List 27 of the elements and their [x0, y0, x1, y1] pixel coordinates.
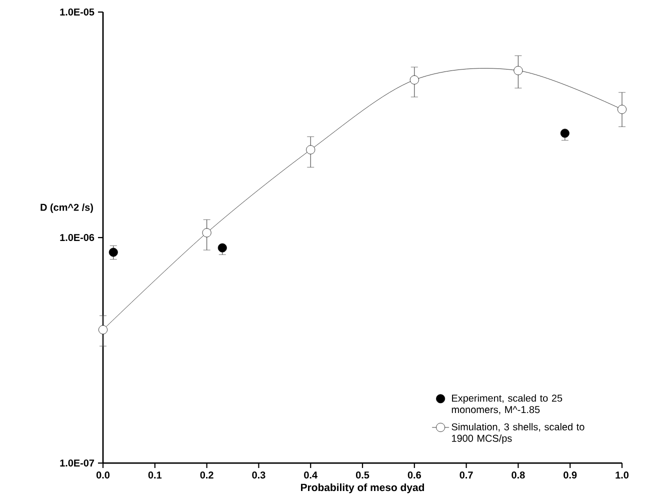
point — [514, 66, 523, 75]
x-axis-title: Probability of meso dyad — [301, 483, 424, 493]
point — [410, 75, 419, 84]
point — [560, 128, 570, 138]
point — [108, 248, 118, 257]
x-tick-label: 0.2 — [200, 471, 214, 478]
legend-label: Simulation, 3 shells, scaled to 1900 MCS/ps — [452, 422, 584, 444]
y-tick-label: 1.0E-06 — [60, 234, 94, 241]
point — [306, 145, 316, 154]
x-tick-label: 0.1 — [148, 471, 162, 478]
y-tick-label: 1.0E-07 — [60, 459, 94, 466]
point — [98, 324, 108, 334]
x-tick-label: 0.7 — [460, 471, 473, 478]
point — [218, 243, 227, 252]
y-tick-label: 1.0E-05 — [60, 8, 94, 16]
point — [618, 104, 627, 114]
x-tick-label: 0.6 — [408, 471, 421, 478]
x-tick-label: 0.3 — [252, 471, 266, 478]
y-axis-title: D (cm^2 /s) — [40, 203, 93, 213]
x-tick-label: 0.4 — [304, 471, 318, 478]
x-tick-label: 0.0 — [96, 471, 110, 478]
x-tick-label: 1.0 — [616, 471, 629, 478]
x-tick-label: 0.5 — [356, 471, 370, 478]
x-tick-label: 0.9 — [564, 471, 577, 478]
point — [202, 228, 212, 237]
x-tick-label: 0.8 — [512, 471, 525, 478]
legend-label: Experiment, scaled to 25 monomers, M^-1.85 — [452, 394, 562, 414]
